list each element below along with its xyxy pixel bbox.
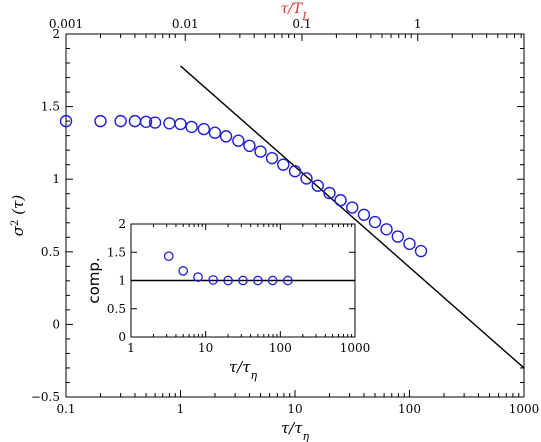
data-point (391, 230, 404, 243)
inset-y-tick-label: 1 (118, 274, 126, 288)
main-reference-line (180, 65, 525, 369)
data-point (414, 244, 428, 258)
data-point (368, 215, 382, 229)
data-point (59, 114, 73, 128)
data-point (311, 179, 324, 192)
data-point (254, 145, 267, 158)
data-point (94, 114, 107, 128)
x-tick-label: 1 (177, 402, 185, 416)
inset-y-axis-title: comp. (85, 257, 103, 303)
y-tick-label: −0.5 (31, 390, 60, 404)
data-point (334, 194, 347, 207)
top-x-tick-label: 0.01 (172, 17, 199, 31)
inset-y-tick-label: 1.5 (107, 245, 126, 259)
data-point (357, 208, 371, 221)
inset-data-point (163, 251, 174, 262)
data-point (148, 116, 162, 129)
y-tick-label: 1 (52, 172, 60, 186)
data-point (219, 130, 233, 143)
data-point (208, 126, 222, 139)
data-point (128, 114, 142, 128)
data-point (288, 165, 302, 178)
inset-y-tick-label: 0 (118, 330, 126, 344)
data-point (346, 201, 359, 214)
y-tick-label: 0 (52, 317, 60, 331)
top-x-tick-label: 0.001 (49, 17, 83, 31)
inset-data-point (208, 275, 219, 285)
inset-y-tick-label: 2 (118, 217, 126, 231)
x-tick-label: 10 (287, 402, 302, 416)
inset-data-point (282, 275, 293, 286)
data-point (139, 115, 153, 129)
data-point (174, 117, 187, 131)
inset-data-point (267, 275, 278, 286)
data-point (300, 172, 313, 185)
data-point (185, 120, 198, 134)
inset-data-point (178, 266, 189, 276)
data-point (163, 117, 176, 130)
x-axis-title: τ/τη (281, 419, 310, 442)
data-point (380, 223, 393, 236)
inset-x-tick-label: 1 (127, 341, 135, 355)
x-tick-label: 100 (398, 402, 421, 416)
data-point (114, 114, 127, 128)
y-axis-title: σ2 (τ) (9, 195, 27, 237)
inset-x-tick-label: 100 (269, 341, 292, 355)
data-point (243, 139, 256, 153)
x-tick-label: 1000 (509, 402, 540, 416)
inset-data-point (193, 272, 203, 282)
y-tick-label: 1.5 (41, 100, 60, 114)
inset-data-point (223, 275, 233, 286)
y-tick-label: 0.5 (41, 245, 60, 259)
inset-plot: 1 10 100 1000 0 0.5 1 1.5 2 τ/τη comp. (85, 217, 370, 382)
top-x-axis-title: τ/TL (280, 1, 309, 23)
top-x-tick-label: 0.1 (292, 17, 311, 31)
data-point (323, 186, 336, 200)
data-point (277, 158, 290, 171)
x-tick-label: 0.1 (56, 402, 75, 416)
inset-x-tick-label: 10 (198, 341, 213, 355)
inset-data-point (253, 275, 263, 286)
y-tick-label: 2 (52, 27, 60, 41)
data-point (197, 122, 211, 136)
inset-x-axis-title: τ/τη (229, 358, 258, 382)
inset-y-tick-label: 0.5 (107, 302, 126, 316)
data-point (265, 151, 279, 165)
top-x-tick-label: 1 (414, 17, 422, 31)
data-point (403, 237, 416, 251)
inset-data-point (238, 275, 248, 286)
inset-x-tick-label: 1000 (340, 341, 371, 355)
data-point (232, 134, 245, 147)
